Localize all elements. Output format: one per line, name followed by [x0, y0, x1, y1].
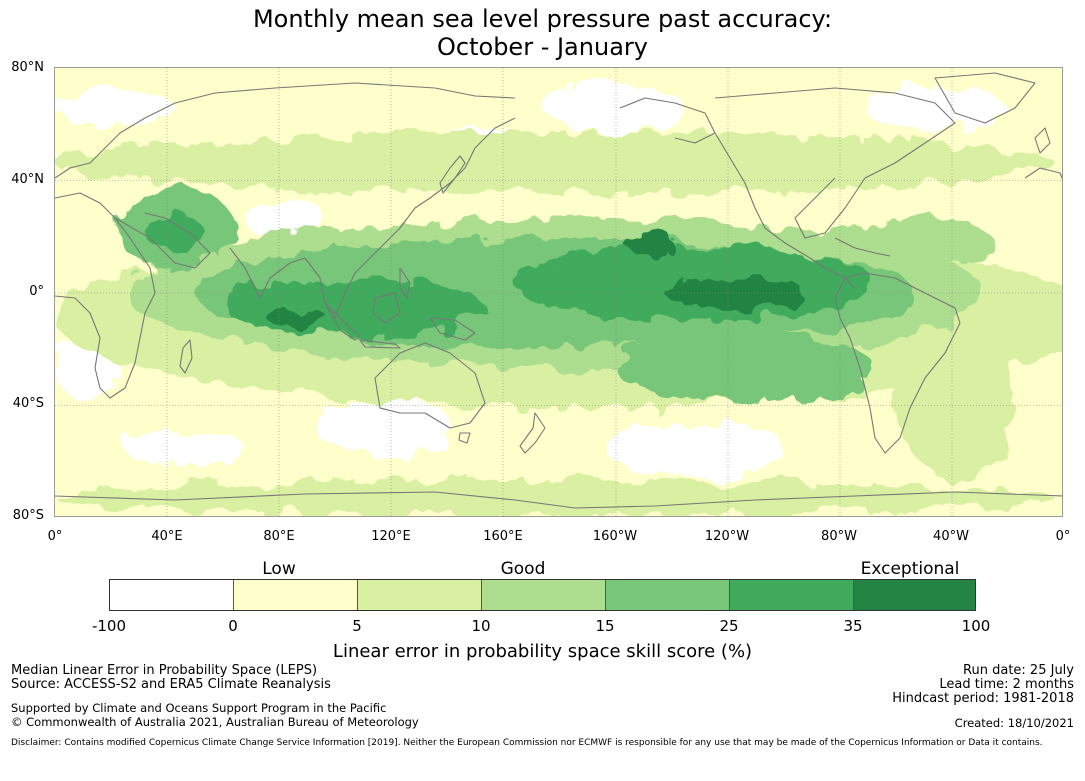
colorbar-tick: -100 — [91, 617, 127, 635]
footer-copyright: © Commonwealth of Australia 2021, Austra… — [11, 715, 419, 729]
coast-se-asia — [304, 117, 516, 319]
colorbar-tick: 15 — [595, 617, 615, 635]
lon-label-160e: 160°E — [483, 529, 523, 544]
footer-hindcast: Hindcast period: 1981-2018 — [892, 691, 1074, 706]
footer-source: Source: ACCESS-S2 and ERA5 Climate Reana… — [11, 677, 331, 692]
coast-australia — [374, 342, 486, 429]
coast-north-america — [714, 132, 856, 289]
coast-arabia — [114, 212, 211, 269]
coast-canada — [714, 87, 956, 239]
coast-sumatra — [324, 302, 361, 341]
colorbar-tick: 100 — [961, 617, 991, 635]
lon-label-120w: 120°W — [704, 529, 750, 544]
colorbar-tick: 10 — [471, 617, 491, 635]
skill-patch-very-good — [615, 333, 875, 403]
legend-category-low: Low — [262, 559, 296, 579]
legend-category-exceptional: Exceptional — [860, 559, 960, 579]
coast-java — [359, 339, 401, 349]
colorbar-segment — [730, 580, 854, 610]
coast-new-guinea — [429, 317, 476, 341]
colorbar-tick: 5 — [352, 617, 362, 635]
lat-label-equator: 0° — [29, 284, 44, 299]
coast-india — [229, 247, 306, 299]
lon-label-0-east: 0° — [1055, 529, 1071, 544]
disclaimer: Disclaimer: Contains modified Copernicus… — [11, 738, 1043, 748]
skill-patch-exceptional — [625, 231, 675, 255]
skill-map — [54, 67, 1063, 517]
coast-borneo — [372, 292, 401, 324]
coast-japan — [439, 155, 466, 194]
footer-run-date: Run date: 25 July — [963, 663, 1074, 678]
lat-label-80s: 80°S — [12, 508, 44, 523]
coast-uk — [1034, 127, 1051, 154]
skill-patch-fair — [55, 133, 1055, 193]
skill-patch-none — [315, 400, 455, 456]
lat-label-40s: 40°S — [12, 396, 44, 411]
skill-map-canvas — [55, 68, 1062, 516]
footer-support: Supported by Climate and Oceans Support … — [11, 701, 387, 715]
footer-lead-time: Lead time: 2 months — [939, 677, 1074, 692]
colorbar-segment — [606, 580, 730, 610]
colorbar-segment — [358, 580, 482, 610]
colorbar-tick: 0 — [228, 617, 238, 635]
skill-patch-fair — [55, 480, 1055, 516]
skill-patch-none — [605, 420, 785, 476]
coast-new-zealand — [519, 412, 546, 454]
skill-patch-high — [225, 280, 485, 336]
skill-patch-fair — [895, 298, 1015, 478]
skill-patch-none — [545, 83, 685, 133]
lon-label-40w: 40°W — [933, 529, 969, 544]
lon-label-120e: 120°E — [371, 529, 411, 544]
coast-philippines — [399, 267, 411, 299]
coast-tasmania — [458, 432, 471, 444]
lon-label-160w: 160°W — [592, 529, 638, 544]
footer-method: Median Linear Error in Probability Space… — [11, 663, 318, 678]
colorbar-segment — [854, 580, 975, 610]
colorbar-segment — [234, 580, 358, 610]
chart-title-line2: October - January — [437, 33, 648, 61]
chart-title-line1: Monthly mean sea level pressure past acc… — [252, 5, 833, 33]
lon-label-40e: 40°E — [151, 529, 183, 544]
graticule — [55, 68, 1062, 516]
coast-caribbean — [834, 237, 891, 257]
colorbar-tick: 35 — [843, 617, 863, 635]
skill-patch-high — [147, 213, 203, 253]
lon-label-80w: 80°W — [821, 529, 857, 544]
coast-madagascar — [179, 339, 193, 374]
skill-patch-good — [815, 218, 995, 268]
colorbar-segment — [110, 580, 234, 610]
skill-patch-exceptional — [665, 277, 805, 309]
legend-category-good: Good — [500, 559, 546, 579]
coast-alaska — [619, 97, 716, 144]
coastlines — [55, 72, 1062, 509]
lon-label-80e: 80°E — [263, 529, 295, 544]
skill-patch-exceptional — [265, 306, 325, 326]
colorbar-label: Linear error in probability space skill … — [332, 641, 753, 662]
coast-south-america — [834, 272, 961, 454]
coast-greenland — [934, 72, 1036, 124]
skill-patch-none — [125, 430, 245, 466]
skill-patch-none — [55, 90, 175, 126]
colorbar — [109, 579, 976, 611]
coast-africa — [55, 192, 156, 399]
lat-label-80n: 80°N — [11, 60, 44, 75]
footer-created: Created: 18/10/2021 — [954, 716, 1074, 730]
skill-patch-none — [245, 196, 325, 240]
skill-patch-none — [865, 86, 1005, 130]
lat-label-40n: 40°N — [11, 172, 44, 187]
colorbar-tick: 25 — [719, 617, 739, 635]
colorbar-segment — [482, 580, 606, 610]
coast-iberia — [1024, 167, 1062, 180]
coast-europe — [55, 82, 516, 179]
coast-antarctica — [55, 491, 1062, 509]
lon-label-0: 0° — [47, 529, 63, 544]
